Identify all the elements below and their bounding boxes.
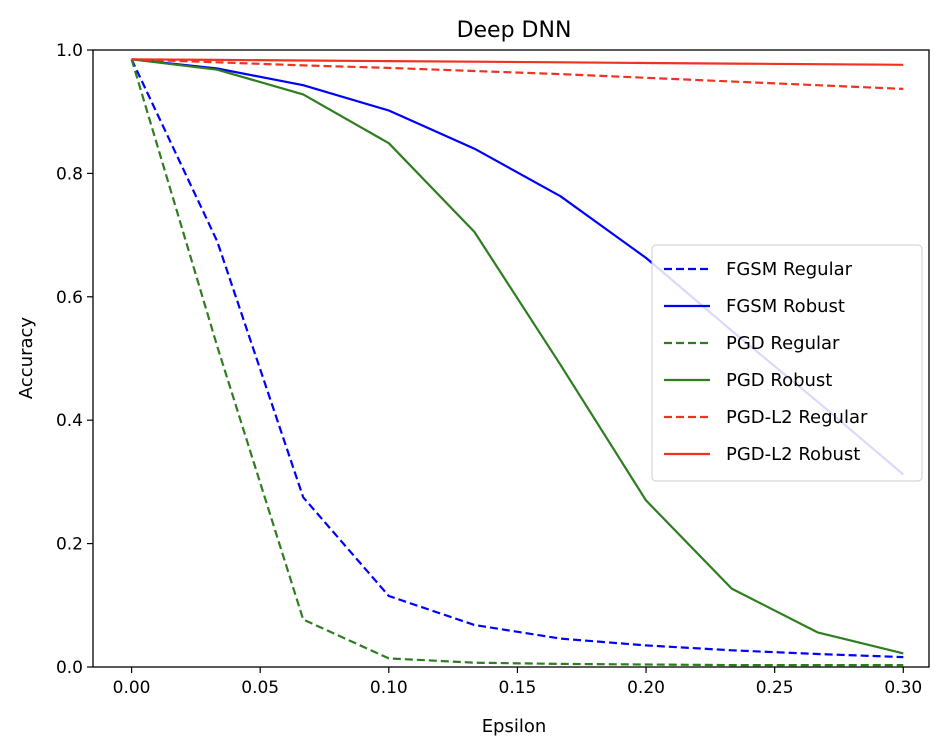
series-line-pgd-l2-regular bbox=[131, 58, 904, 90]
series-line-fgsm-regular bbox=[130, 58, 904, 659]
legend-label: PGD Regular bbox=[726, 333, 840, 354]
legend-label: PGD Robust bbox=[726, 370, 832, 391]
series-line-pgd-robust bbox=[131, 58, 904, 655]
plot-frame bbox=[92, 49, 930, 668]
legend-label: PGD-L2 Robust bbox=[726, 444, 860, 465]
series-line-pgd-regular bbox=[130, 58, 904, 667]
series-line-pgd-l2-robust bbox=[131, 58, 904, 66]
y-tick-label: 0.2 bbox=[56, 535, 83, 555]
legend-label: PGD-L2 Regular bbox=[726, 407, 868, 428]
x-tick-label: 0.15 bbox=[499, 678, 537, 698]
legend-label: FGSM Robust bbox=[726, 296, 845, 317]
y-tick-label: 1.0 bbox=[56, 41, 83, 61]
x-tick-label: 0.25 bbox=[756, 678, 794, 698]
x-tick-label: 0.20 bbox=[627, 678, 665, 698]
y-tick-label: 0.4 bbox=[56, 411, 83, 431]
x-axis-title: Epsilon bbox=[482, 716, 547, 737]
y-tick-label: 0.0 bbox=[56, 658, 83, 678]
x-tick-label: 0.10 bbox=[370, 678, 408, 698]
y-axis-title: Accuracy bbox=[16, 317, 37, 400]
y-tick-label: 0.8 bbox=[56, 164, 83, 184]
x-tick-label: 0.00 bbox=[113, 678, 151, 698]
x-tick-label: 0.05 bbox=[241, 678, 279, 698]
series-layer bbox=[130, 58, 905, 667]
y-tick-label: 0.6 bbox=[56, 288, 83, 308]
legend-label: FGSM Regular bbox=[726, 259, 853, 280]
y-axis: 0.0 0.2 0.4 0.6 0.8 1.0 bbox=[56, 41, 93, 678]
legend-items: FGSM Regular FGSM Robust PGD Regular PGD Ro… bbox=[664, 259, 868, 465]
chart-title: Deep DNN bbox=[457, 18, 572, 43]
legend-box bbox=[651, 244, 923, 482]
x-tick-label: 0.30 bbox=[884, 678, 922, 698]
x-axis: 0.00 0.05 0.10 0.15 0.20 0.25 0.30 bbox=[113, 667, 922, 698]
legend: FGSM Regular FGSM Robust PGD Regular PGD Ro… bbox=[651, 244, 923, 482]
